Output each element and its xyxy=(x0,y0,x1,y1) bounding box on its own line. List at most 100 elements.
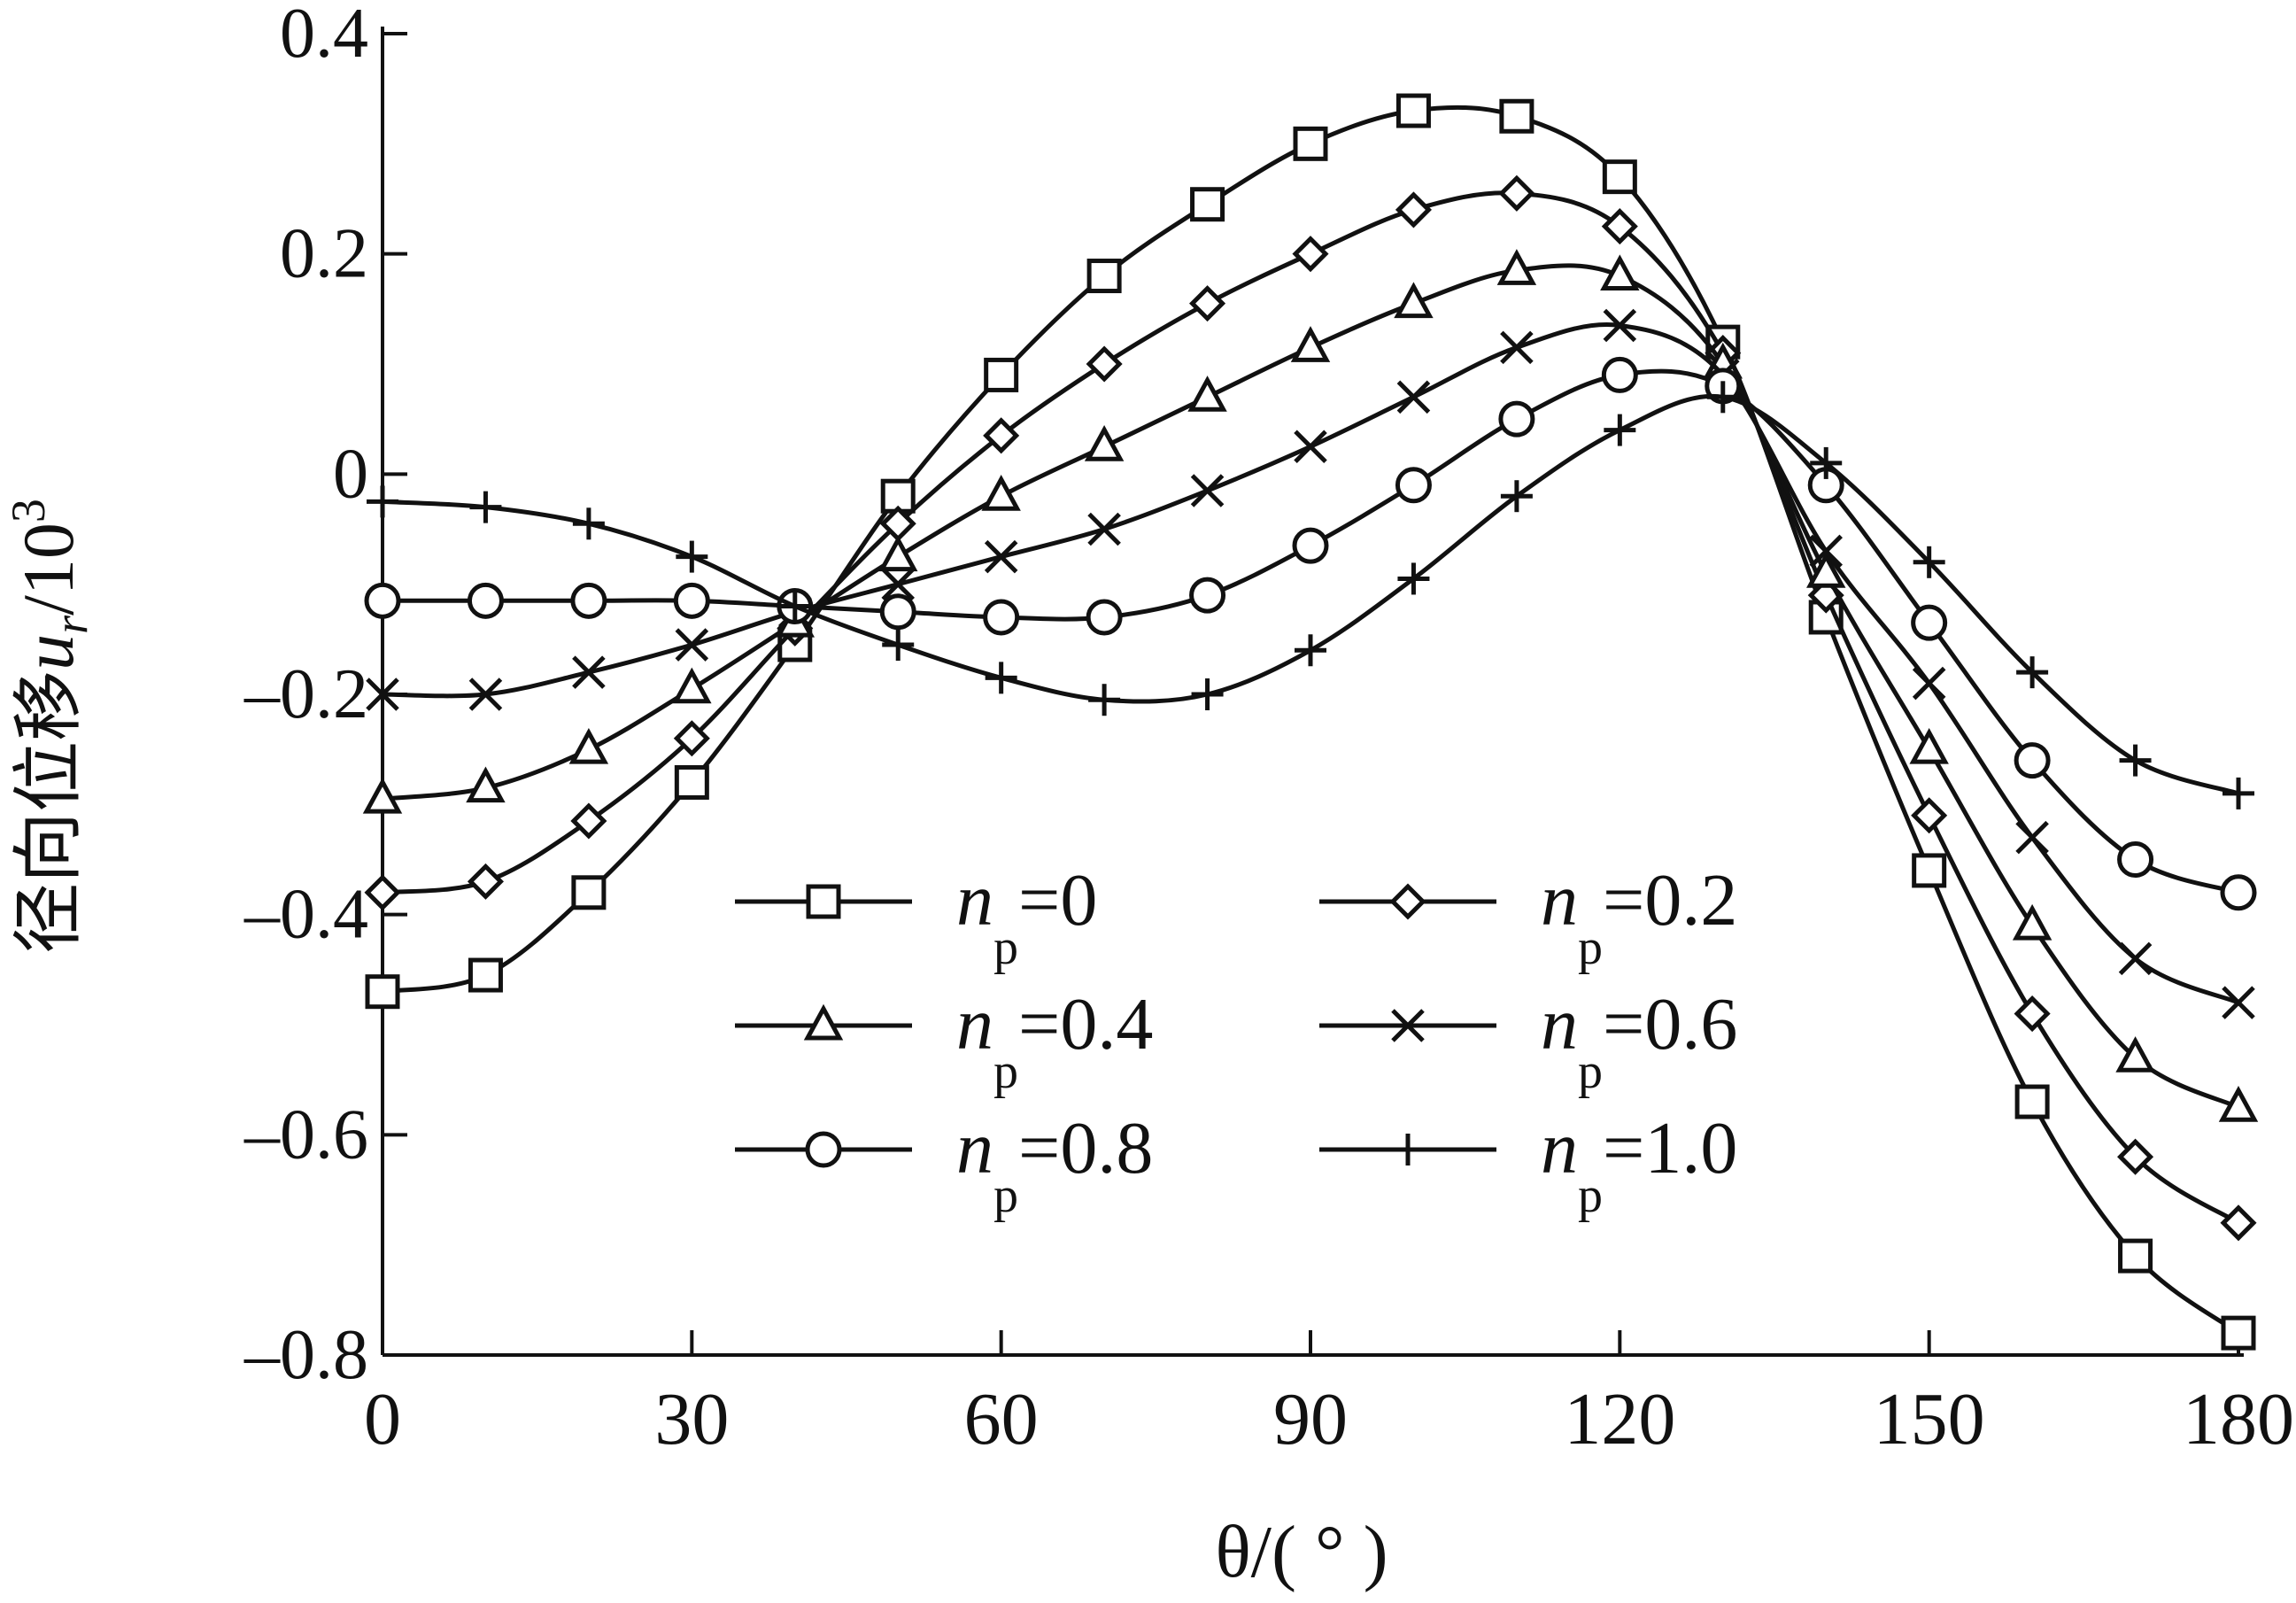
data-point-triangle xyxy=(2012,903,2052,941)
data-point-plus xyxy=(1604,414,1636,446)
series-line-5 xyxy=(382,393,2239,796)
data-point-x xyxy=(468,678,503,711)
data-point-plus xyxy=(1191,678,1224,710)
data-point-circle xyxy=(2220,874,2257,911)
data-point-plus xyxy=(469,491,502,523)
data-point-triangle xyxy=(1909,727,1949,764)
data-point-triangle xyxy=(568,727,609,764)
y-tick-label: –0.8 xyxy=(244,1316,368,1394)
data-point-circle xyxy=(1086,599,1123,636)
data-point-plus xyxy=(1088,684,1121,716)
data-point-triangle xyxy=(1084,425,1125,461)
y-tick-label: 0.4 xyxy=(280,0,368,73)
y-axis-title-cn: 径向位移 xyxy=(7,670,89,954)
data-point-square xyxy=(571,875,607,910)
legend-label: np=1.0 xyxy=(1541,1107,1737,1223)
data-point-plus xyxy=(572,507,605,540)
y-tick-label: –0.2 xyxy=(244,655,368,733)
data-point-x xyxy=(881,567,915,601)
series-line-1 xyxy=(382,190,2240,1225)
data-point-plus xyxy=(1913,546,1945,578)
legend-marker-plus xyxy=(1392,1134,1424,1165)
data-point-circle xyxy=(1498,400,1535,438)
legend-label: np=0.4 xyxy=(956,983,1153,1099)
data-point-x xyxy=(2222,986,2255,1019)
data-point-plus xyxy=(367,485,398,518)
legend-marker-square xyxy=(806,884,841,919)
data-point-triangle xyxy=(1600,254,1640,291)
data-point-circle xyxy=(570,582,607,619)
data-point-diamond xyxy=(1086,345,1123,383)
data-point-diamond xyxy=(2220,1204,2257,1242)
data-point-diamond xyxy=(1292,236,1329,273)
data-point-plus xyxy=(1295,634,1326,667)
data-point-diamond xyxy=(1601,208,1638,245)
y-axis-title-sub: r xyxy=(44,615,97,634)
data-point-plus xyxy=(985,662,1017,694)
data-point-triangle xyxy=(1394,282,1434,319)
data-point-diamond xyxy=(570,802,607,840)
data-point-plus xyxy=(1706,381,1739,414)
legend-item: np=0.6 xyxy=(1319,983,1737,1099)
data-point-triangle xyxy=(1806,552,1846,588)
data-point-circle xyxy=(2014,742,2051,779)
data-point-circle xyxy=(983,599,1020,636)
ticks: 0.40.20–0.2–0.4–0.6–0.80 30 60 90 120 150 180 xyxy=(244,0,2294,1460)
data-point-triangle xyxy=(1187,376,1227,412)
x-tick-label: 180 xyxy=(2183,1378,2294,1460)
x-axis-title: θ/( ° ) xyxy=(1215,1511,1388,1593)
data-point-triangle xyxy=(2218,1086,2259,1122)
axes xyxy=(381,27,2244,1357)
legend-item: np=0.4 xyxy=(735,983,1153,1099)
y-tick-label: 0 xyxy=(333,435,368,513)
data-point-square xyxy=(674,764,709,800)
data-point-circle xyxy=(1601,356,1638,393)
y-axis-title-rest: /10 xyxy=(8,523,89,616)
data-point-circle xyxy=(1911,604,1948,641)
data-point-plus xyxy=(2016,656,2049,689)
data-point-x xyxy=(572,655,606,689)
data-point-plus xyxy=(676,540,708,573)
data-point-x xyxy=(1294,430,1327,464)
data-point-square xyxy=(1912,853,1947,888)
data-point-triangle xyxy=(466,766,506,803)
data-point-diamond xyxy=(1498,174,1535,212)
data-point-circle xyxy=(673,582,710,619)
data-point-square xyxy=(1086,259,1122,294)
data-point-circle xyxy=(879,593,916,631)
data-point-square xyxy=(1499,98,1535,134)
data-point-x xyxy=(1603,308,1637,343)
data-point-square xyxy=(2014,1084,2050,1119)
data-point-square xyxy=(1190,187,1225,222)
data-point-triangle xyxy=(1290,326,1331,362)
y-axis-title-sup: 3 xyxy=(2,499,55,523)
data-point-x xyxy=(675,628,709,662)
legend-marker-x xyxy=(1391,1009,1425,1042)
data-point-diamond xyxy=(1189,285,1226,322)
y-axis-title-var: u xyxy=(8,634,89,670)
data-point-square xyxy=(365,974,400,1010)
legend-label: np=0 xyxy=(956,859,1097,975)
x-tick-label: 0 xyxy=(364,1378,401,1460)
data-point-plus xyxy=(2223,777,2254,809)
x-tick-label: 90 xyxy=(1273,1378,1348,1460)
legend-item: np=0.8 xyxy=(735,1107,1153,1223)
data-point-triangle xyxy=(981,474,1021,511)
data-point-x xyxy=(1912,666,1946,701)
legend-marker-circle xyxy=(805,1131,842,1168)
data-point-square xyxy=(2221,1315,2256,1351)
data-point-diamond xyxy=(1395,191,1432,228)
data-point-x xyxy=(2015,820,2049,855)
data-point-x xyxy=(1500,330,1534,365)
data-point-x xyxy=(1190,474,1225,507)
data-point-diamond xyxy=(673,720,710,757)
data-point-triangle xyxy=(1496,249,1537,285)
y-tick-label: 0.2 xyxy=(280,215,368,293)
y-tick-label: –0.4 xyxy=(244,876,368,954)
data-point-circle xyxy=(1395,467,1432,504)
data-point-plus xyxy=(1810,446,1843,479)
legend-label: np=0.8 xyxy=(956,1107,1153,1223)
data-point-plus xyxy=(882,629,915,662)
series-line-0 xyxy=(382,105,2240,1336)
